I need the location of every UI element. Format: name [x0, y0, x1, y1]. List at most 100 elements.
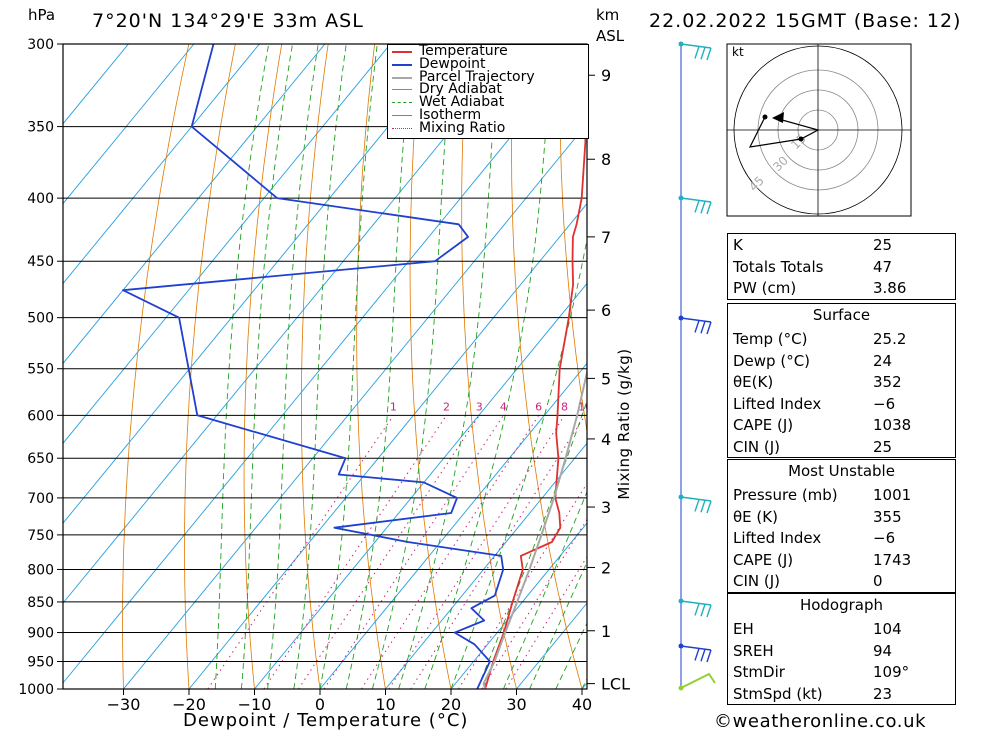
- x-tick-label: 0: [315, 695, 325, 714]
- pressure-tick-label: 600: [27, 408, 54, 424]
- wind-barb-feather: [706, 47, 712, 61]
- indices-table: K 25 Totals Totals 47 PW (cm) 3.86: [727, 233, 956, 300]
- wind-barb-feather: [700, 603, 706, 617]
- datetime-title: 22.02.2022 15GMT (Base: 12): [649, 10, 962, 32]
- wind-barb-shaft: [680, 317, 712, 323]
- mixing-ratio-label: 10: [578, 400, 592, 413]
- pressure-tick-label: 900: [27, 626, 54, 642]
- dry-adiabat-line: [356, 44, 386, 689]
- pressure-unit-label: hPa: [28, 6, 56, 24]
- wind-barb: [678, 41, 712, 61]
- height-tick-label: 8: [601, 150, 611, 169]
- pressure-tick-label: 700: [27, 491, 54, 507]
- pressure-tick-label: 650: [27, 451, 54, 467]
- mixing-ratio-line: [323, 415, 504, 689]
- wind-barb: [678, 643, 712, 663]
- height-unit-km: km: [596, 6, 620, 24]
- index-row-totals: Totals Totals 47: [733, 257, 893, 276]
- mu-row-pressure: Pressure (mb) 1001: [733, 486, 912, 504]
- legend: Temperature Dewpoint Parcel Trajectory D…: [387, 44, 589, 139]
- legend-item-dry-adiabat: Dry Adiabat: [388, 83, 588, 96]
- hodograph-table: Hodograph EH 104 SREH 94 StmDir 109° StmSpd…: [727, 593, 956, 705]
- parcel-trajectory-line: [482, 368, 587, 689]
- isotherm-line: [188, 202, 587, 689]
- credit-link[interactable]: ©weatheronline.co.uk: [714, 711, 927, 732]
- mixing-ratio-line: [360, 415, 540, 689]
- mu-row-lifted-index: Lifted Index −6: [733, 529, 896, 547]
- height-tick-label: 3: [601, 498, 611, 517]
- height-tick-label: LCL: [601, 675, 630, 694]
- pressure-tick-label: 850: [27, 595, 54, 611]
- hodo-row-stmspd: StmSpd (kt) 23: [733, 684, 893, 703]
- mixing-ratio-label: 6: [535, 400, 542, 413]
- wind-barb-feather: [694, 200, 700, 213]
- location-title: 7°20'N 134°29'E 33m ASL: [92, 10, 364, 32]
- wind-barb: [678, 494, 712, 514]
- most-unstable-table: Most Unstable Pressure (mb) 1001 θE (K) 35…: [727, 459, 956, 593]
- height-tick-label: 2: [601, 558, 611, 577]
- x-tick-label: 40: [572, 695, 592, 714]
- surface-row-dewp: Dewp (°C) 24: [733, 351, 893, 370]
- x-tick-label: −30: [107, 695, 141, 714]
- hodograph-point: [762, 114, 768, 120]
- wet-adiabat-line: [214, 44, 270, 689]
- wind-barb-feather: [706, 201, 712, 215]
- height-tick-label: 9: [601, 66, 611, 85]
- isotherm-line: [63, 44, 129, 125]
- dry-adiabat-line: [461, 44, 517, 689]
- wind-barb-shaft: [680, 645, 712, 651]
- isotherm-line: [63, 44, 391, 444]
- mixing-ratio-line: [298, 415, 480, 689]
- index-row-k: K 25: [733, 236, 893, 254]
- x-tick-label: −20: [172, 695, 206, 714]
- hodograph-unit: kt: [732, 45, 744, 59]
- pressure-tick-label: 800: [27, 562, 54, 578]
- isotherm-line: [123, 123, 587, 689]
- legend-item-dewpoint: Dewpoint: [388, 57, 588, 71]
- surface-row-temp: Temp (°C) 25.2: [733, 330, 907, 348]
- mixing-ratio-label: 20: [645, 400, 659, 413]
- temperature-line: [484, 111, 587, 689]
- pressure-tick-label: 400: [27, 191, 54, 207]
- mu-row-cin: CIN (J) 0: [733, 572, 883, 590]
- hodograph-title: Hodograph: [799, 596, 884, 614]
- legend-item-wet-adiabat: Wet Adiabat: [388, 95, 588, 109]
- height-tick-label: 5: [601, 369, 611, 388]
- wind-barb-feather: [700, 499, 706, 513]
- mixing-ratio-label: 3: [476, 400, 483, 413]
- isotherm-line: [319, 362, 587, 689]
- surface-row-theta-e: θE(K) 352: [733, 373, 902, 391]
- legend-item-parcel: Parcel Trajectory: [388, 70, 588, 83]
- dry-adiabat-line: [300, 44, 329, 689]
- wet-adiabat-line: [476, 399, 587, 689]
- legend-item-temperature: Temperature: [388, 44, 588, 58]
- wind-barb-feather: [694, 499, 700, 512]
- legend-item-mixing-ratio: Mixing Ratio: [388, 121, 588, 135]
- height-unit-asl: ASL: [596, 27, 625, 45]
- dry-adiabat-line: [511, 44, 583, 689]
- mixing-ratio-label: 4: [500, 400, 507, 413]
- isotherm-line: [385, 442, 587, 689]
- dry-adiabat-line: [243, 44, 283, 689]
- hodo-row-stmdir: StmDir 109°: [733, 663, 910, 681]
- wet-adiabat-line: [502, 490, 587, 689]
- height-tick-label: 7: [601, 228, 611, 247]
- wind-barb-feather: [706, 500, 712, 514]
- wind-barb: [678, 672, 716, 691]
- wind-barb-shaft: [680, 197, 712, 203]
- isotherm-line: [63, 44, 587, 684]
- x-tick-label: 10: [375, 695, 395, 714]
- surface-row-lifted-index: Lifted Index −6: [733, 394, 896, 413]
- wind-barb-feather: [700, 648, 706, 662]
- wet-adiabat-line: [424, 44, 553, 689]
- pressure-tick-label: 750: [27, 528, 54, 544]
- hodograph-arrowhead: [772, 112, 784, 123]
- mixing-ratio-label: 1: [390, 400, 397, 413]
- pressure-tick-label: 550: [27, 362, 54, 378]
- isotherm-line: [63, 44, 522, 604]
- pressure-tick-label: 950: [27, 655, 54, 671]
- surface-row-cape: CAPE (J) 1038: [733, 416, 912, 434]
- wind-barb-shaft: [680, 496, 712, 502]
- dry-adiabat-line: [559, 44, 587, 434]
